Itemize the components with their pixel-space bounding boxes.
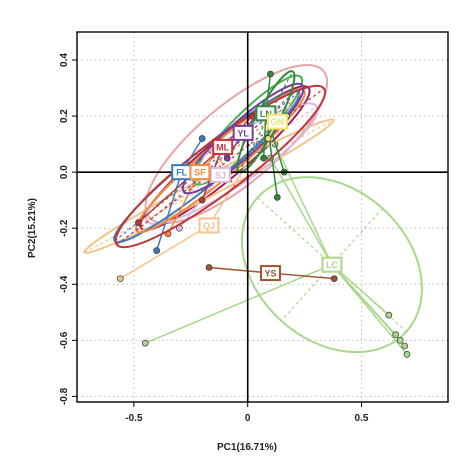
spider-line-ml xyxy=(137,146,224,224)
spider-line-qj xyxy=(119,224,210,280)
sample-point-lc xyxy=(401,342,409,350)
group-label-box-ys xyxy=(259,265,281,282)
spider-line-lc xyxy=(144,263,333,344)
y-tick-label: -0.4 xyxy=(59,275,70,293)
plot-content xyxy=(83,64,423,358)
x-tick-label: 0.5 xyxy=(355,413,369,424)
group-label-box-sj xyxy=(209,166,231,183)
sample-point-ys xyxy=(330,275,338,283)
group-label-lc: LC xyxy=(326,260,338,270)
y-tick-label: -0.2 xyxy=(59,219,70,237)
group-label-sj: SJ xyxy=(215,170,226,180)
spider-line-lc xyxy=(269,157,333,266)
group-label-fl: FL xyxy=(176,168,187,178)
spider-line-lc xyxy=(274,143,333,265)
group-label-qj: QJ xyxy=(203,221,215,231)
sample-point-ml xyxy=(198,196,206,204)
spider-line-lc xyxy=(331,264,390,316)
sample-point-lc xyxy=(392,331,400,339)
spider-line-ys xyxy=(270,272,335,280)
group-label-sf: SF xyxy=(194,168,206,178)
group-label-box-sf xyxy=(189,164,211,181)
y-tick-label: 0.2 xyxy=(59,109,70,123)
sample-point-lc xyxy=(141,339,149,347)
sample-point-yl xyxy=(223,154,231,162)
group-label-box-gn xyxy=(266,113,288,130)
sample-point-fl xyxy=(153,247,161,254)
sample-point-ys xyxy=(205,264,213,271)
y-axis-title: PC2(15.21%) xyxy=(27,198,38,258)
sample-point-fl xyxy=(198,135,206,142)
sample-point-ln xyxy=(273,194,281,201)
sample-point-lc xyxy=(396,336,404,344)
x-tick-label: 0 xyxy=(245,413,251,424)
sample-point-ln xyxy=(260,154,267,162)
group-label-yl: YL xyxy=(237,128,249,138)
group-label-box-qj xyxy=(198,217,220,234)
y-tick-label: -0.6 xyxy=(59,331,70,349)
group-label-box-ml xyxy=(212,138,234,155)
group-label-box-lc xyxy=(321,256,343,273)
sample-point-qj xyxy=(116,275,124,283)
spider-line-lc xyxy=(331,264,408,355)
sample-point-lc xyxy=(385,311,393,319)
y-tick-label: 0.4 xyxy=(59,53,70,67)
ellipse-axis-sj xyxy=(146,105,318,222)
group-label-ys: YS xyxy=(264,269,276,279)
x-tick-label: -0.5 xyxy=(125,413,143,424)
y-tick-label: -0.8 xyxy=(59,387,70,405)
plot-frame xyxy=(76,31,449,403)
ellipse-axis-lc xyxy=(280,208,384,322)
group-label-ln: LN xyxy=(260,109,272,119)
sample-point-ln xyxy=(267,70,274,78)
group-label-gn: GN xyxy=(271,117,285,127)
sample-point-gn xyxy=(264,135,272,142)
confidence-ellipse xyxy=(144,64,329,225)
group-label-box-yl xyxy=(232,124,254,141)
spider-line-fl xyxy=(155,171,183,251)
ellipse-axis-qj xyxy=(84,119,334,253)
y-tick-label: 0.0 xyxy=(59,165,70,179)
sample-point-ml xyxy=(135,219,142,226)
x-axis-title: PC1(16.71%) xyxy=(217,442,277,453)
sample-point-lc xyxy=(403,350,411,358)
group-label-ml: ML xyxy=(216,142,229,152)
